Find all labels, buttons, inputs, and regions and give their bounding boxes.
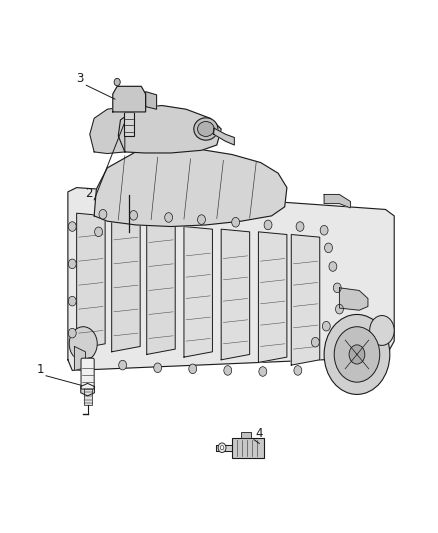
Polygon shape: [184, 227, 212, 357]
Circle shape: [198, 215, 205, 224]
Text: 1: 1: [36, 363, 44, 376]
Circle shape: [68, 222, 76, 231]
Circle shape: [329, 262, 337, 271]
Circle shape: [165, 213, 173, 222]
Circle shape: [218, 443, 226, 453]
Polygon shape: [216, 445, 232, 451]
Circle shape: [294, 366, 302, 375]
Circle shape: [220, 446, 224, 450]
Circle shape: [320, 225, 328, 235]
Polygon shape: [118, 106, 221, 153]
Circle shape: [68, 328, 76, 338]
Circle shape: [130, 211, 138, 220]
Polygon shape: [74, 346, 85, 370]
Polygon shape: [147, 219, 175, 354]
Circle shape: [189, 364, 197, 374]
Circle shape: [322, 321, 330, 331]
Circle shape: [325, 243, 332, 253]
Polygon shape: [113, 86, 145, 112]
Circle shape: [119, 360, 127, 370]
Polygon shape: [214, 128, 234, 145]
Circle shape: [69, 327, 97, 361]
Circle shape: [334, 327, 380, 382]
Polygon shape: [90, 107, 125, 154]
Circle shape: [154, 363, 162, 373]
Ellipse shape: [198, 122, 214, 136]
Circle shape: [336, 304, 343, 314]
Text: 2: 2: [85, 187, 93, 200]
Circle shape: [114, 78, 120, 86]
Polygon shape: [112, 216, 140, 352]
Circle shape: [68, 259, 76, 269]
Circle shape: [68, 296, 76, 306]
Polygon shape: [291, 235, 320, 365]
Polygon shape: [145, 92, 156, 109]
Circle shape: [86, 358, 94, 367]
Circle shape: [349, 345, 365, 364]
Circle shape: [224, 366, 232, 375]
Circle shape: [370, 316, 394, 345]
Circle shape: [232, 217, 240, 227]
Polygon shape: [221, 229, 250, 360]
Polygon shape: [94, 147, 287, 227]
FancyBboxPatch shape: [81, 358, 94, 389]
Polygon shape: [258, 232, 287, 362]
Circle shape: [259, 367, 267, 376]
Circle shape: [95, 227, 102, 237]
Bar: [241, 432, 251, 438]
Circle shape: [311, 337, 319, 347]
Circle shape: [324, 314, 390, 394]
Polygon shape: [81, 383, 95, 396]
FancyBboxPatch shape: [232, 438, 264, 458]
Circle shape: [99, 209, 107, 219]
Polygon shape: [68, 188, 394, 370]
Bar: [124, 112, 134, 136]
Polygon shape: [77, 213, 105, 349]
Circle shape: [333, 283, 341, 293]
Circle shape: [296, 222, 304, 231]
Polygon shape: [324, 195, 350, 208]
Ellipse shape: [194, 118, 218, 140]
Bar: [84, 387, 92, 405]
Text: 4: 4: [255, 427, 263, 440]
Circle shape: [264, 220, 272, 230]
Polygon shape: [339, 288, 368, 310]
Text: 3: 3: [77, 72, 84, 85]
